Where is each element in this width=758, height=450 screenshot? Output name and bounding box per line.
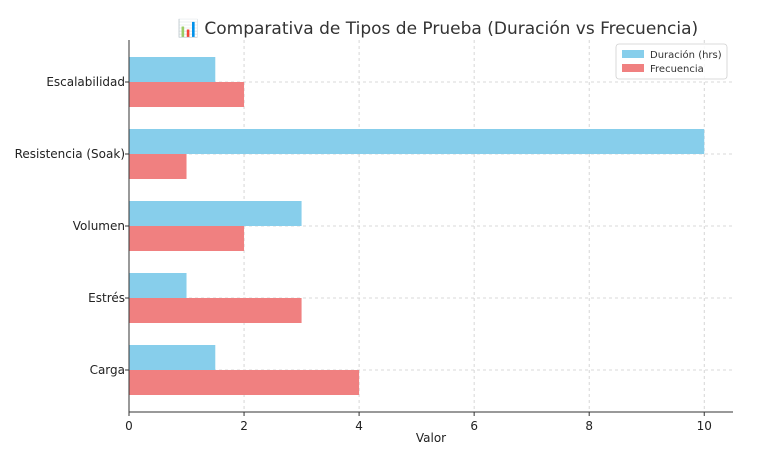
y-tick-label: Escalabilidad xyxy=(46,75,125,89)
y-tick-label: Resistencia (Soak) xyxy=(15,147,125,161)
bar-duracion xyxy=(129,345,216,370)
legend-label: Frecuencia xyxy=(650,64,704,75)
y-tick-label: Estrés xyxy=(88,291,125,305)
bar-frecuencia xyxy=(129,370,360,395)
bar-frecuencia xyxy=(129,298,302,323)
legend-swatch xyxy=(622,64,644,72)
y-tick-label: Volumen xyxy=(73,219,125,233)
bar-frecuencia xyxy=(129,154,187,179)
y-tick-label: Carga xyxy=(90,363,125,377)
x-tick-label: 10 xyxy=(697,419,712,433)
bar-duracion xyxy=(129,273,187,298)
x-tick-label: 6 xyxy=(470,419,478,433)
bar-duracion xyxy=(129,201,302,226)
axes: 0 2 4 6 8 10 Carga Estrés Volumen Resistencia (So… xyxy=(15,40,733,433)
bar-duracion xyxy=(129,129,705,154)
legend-swatch xyxy=(622,50,644,58)
bar-duracion xyxy=(129,57,216,82)
x-axis-label: Valor xyxy=(416,431,446,445)
x-tick-label: 4 xyxy=(355,419,363,433)
x-tick-label: 2 xyxy=(240,419,248,433)
bar-frecuencia xyxy=(129,82,245,107)
x-tick-label: 0 xyxy=(125,419,133,433)
legend-label: Duración (hrs) xyxy=(650,49,722,61)
x-tick-label: 8 xyxy=(585,419,593,433)
bars xyxy=(129,57,705,395)
chart-title: 📊 Comparativa de Tipos de Prueba (Duraci… xyxy=(178,18,698,39)
legend: Duración (hrs) Frecuencia xyxy=(615,43,728,80)
bar-frecuencia xyxy=(129,226,245,251)
